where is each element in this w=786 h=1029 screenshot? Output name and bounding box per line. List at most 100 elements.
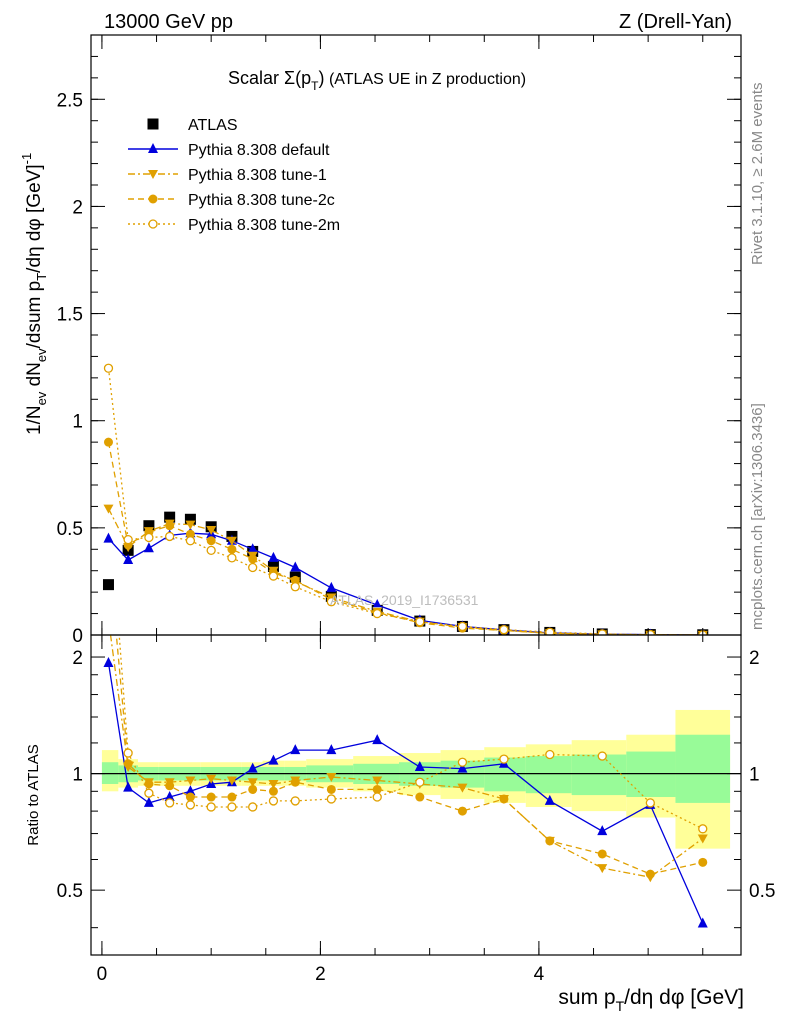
point-pythia-8-308-tune-2c [227,544,237,554]
ratio-point-pythia-8-308-tune-1 [268,779,279,789]
ratio-point-pythia-8-308-tune-2c [698,857,708,867]
point-pythia-8-308-tune-1 [226,536,237,546]
rivet-label: Rivet 3.1.10, ≥ 2.6M events [749,83,766,266]
ratio-point-pythia-8-308-default [143,796,154,807]
ratio-point-pythia-8-308-tune-2m [597,751,607,761]
ratio-ytick-label: 0.5 [57,881,83,902]
point-pythia-8-308-tune-2c [185,529,195,539]
ratio-point-pythia-8-308-tune-2c [290,777,300,787]
main-ytick-label: 0 [72,626,83,647]
point-pythia-8-308-tune-2m [326,597,336,607]
ratio-ytick-label: 1 [72,765,83,786]
point-atlas [184,513,196,525]
ratio-point-pythia-8-308-default [544,794,555,805]
ratio-point-pythia-8-308-tune-2m [645,798,655,808]
ratio-point-pythia-8-308-default [457,762,468,773]
main-panel: 0 0.5 1 1.5 2 2.5 Scalar Σ(pT) (ATLAS UE in Z… [19,34,742,647]
ratio-frame [90,634,742,956]
ratio-point-pythia-8-308-tune-2m [165,798,175,808]
ratio-point-pythia-8-308-tune-1 [372,776,383,786]
legend-label-pythia-8-308-tune-2m: Pythia 8.308 tune-2m [188,217,340,234]
ratio-panel: 0.5 0.51 12 20 2 4 Ratio to ATLAS sum pT/dη d… [25,489,775,1014]
point-pythia-8-308-tune-2c [103,437,113,447]
mcplots-label: mcplots.cern.ch [arXiv:1306.3436] [749,403,766,630]
ratio-point-pythia-8-308-tune-2m [268,796,279,806]
ratio-point-pythia-8-308-tune-1 [597,864,608,874]
point-pythia-8-308-default [268,551,279,562]
ratio-point-pythia-8-308-tune-1 [697,834,708,844]
point-pythia-8-308-tune-2m [499,624,509,635]
point-pythia-8-308-tune-2c [165,521,175,531]
main-ytick-label: 1.5 [57,305,83,326]
ratio-point-pythia-8-308-tune-2c [227,792,237,802]
point-pythia-8-308-tune-2m [457,621,468,632]
ratio-xtick-label: 0 [97,964,108,985]
point-atlas [164,511,176,523]
ratio-point-pythia-8-308-tune-1 [457,783,468,793]
ratio-point-pythia-8-308-tune-2m [206,802,216,812]
header-left: 13000 GeV pp [104,11,233,33]
ratio-point-pythia-8-308-tune-2c [185,792,195,802]
point-pythia-8-308-tune-2m [165,531,175,542]
ratio-point-pythia-8-308-tune-1 [247,778,258,788]
ratio-point-pythia-8-308-default [185,785,196,796]
ratio-point-pythia-8-308-tune-2c [597,849,607,859]
main-ytick-label: 1 [72,412,83,433]
ratio-ylabel: Ratio to ATLAS [25,744,42,845]
ratio-point-pythia-8-308-tune-1 [226,776,237,786]
ratio-point-pythia-8-308-default [123,781,134,792]
ratio-point-pythia-8-308-default [103,657,114,668]
ratio-point-pythia-8-308-default [164,791,175,802]
ratio-point-pythia-8-308-tune-2m [326,794,336,804]
point-pythia-8-308-default [372,599,383,609]
ratio-ytick-label-right: 2 [749,648,760,669]
point-pythia-8-308-tune-2m [290,582,300,592]
ratio-point-pythia-8-308-tune-2m [545,749,555,760]
point-pythia-8-308-tune-1 [206,526,217,535]
point-pythia-8-308-default [247,543,258,554]
ratio-point-pythia-8-308-tune-1 [185,776,196,786]
point-pythia-8-308-tune-2m [103,363,114,373]
point-pythia-8-308-tune-2m [248,562,258,573]
point-pythia-8-308-tune-2m [227,553,237,563]
ratio-point-pythia-8-308-tune-2m [457,757,468,767]
point-pythia-8-308-default [143,542,154,553]
band-inner [571,754,627,796]
point-pythia-8-308-tune-2m [597,629,607,635]
main-ytick-label: 2.5 [57,90,83,111]
point-pythia-8-308-tune-2m [545,627,555,635]
point-atlas [143,520,155,532]
legend-label-atlas: ATLAS [188,117,238,134]
ratio-point-pythia-8-308-tune-1 [103,616,113,625]
header-right: Z (Drell-Yan) [619,11,732,33]
ratio-point-pythia-8-308-tune-2c [206,792,216,802]
ratio-point-pythia-8-308-tune-2c [457,806,467,816]
ratio-point-pythia-8-308-tune-2c [645,869,655,879]
point-pythia-8-308-tune-2m [123,534,133,545]
point-atlas [267,560,279,572]
ratio-point-pythia-8-308-tune-2m [104,489,112,497]
ratio-point-pythia-8-308-tune-2c [372,784,382,794]
point-pythia-8-308-tune-2m [185,536,196,546]
x-axis-label: sum pT/dη dφ [GeV] [558,986,744,1014]
ratio-point-pythia-8-308-default [290,744,301,755]
ratio-point-pythia-8-308-tune-2m [290,796,300,806]
point-pythia-8-308-tune-2c [290,575,300,585]
ratio-point-pythia-8-308-tune-2c [499,794,509,804]
legend-marker-pythia-8-308-tune-1 [148,170,158,179]
legend-label-pythia-8-308-default: Pythia 8.308 default [188,142,330,159]
legend-label-pythia-8-308-tune-1: Pythia 8.308 tune-1 [188,167,327,184]
ratio-point-pythia-8-308-tune-1 [326,772,337,782]
main-ylabel: 1/Nev dNev/dsum pT/dη dφ [GeV]-1 [19,153,49,435]
main-title: Scalar Σ(pT) (ATLAS UE in Z production) [228,68,526,93]
point-pythia-8-308-tune-1 [103,504,114,514]
ratio-point-pythia-8-308-tune-2c [144,779,154,789]
ratio-point-pythia-8-308-tune-2c [326,784,336,794]
legend-marker-pythia-8-308-default [148,143,158,153]
legend-label-pythia-8-308-tune-2c: Pythia 8.308 tune-2c [188,192,335,209]
point-pythia-8-308-tune-2m [144,532,154,543]
ratio-point-pythia-8-308-tune-1 [206,774,217,784]
ratio-point-pythia-8-308-tune-2m [185,800,196,810]
ratio-point-pythia-8-308-default [326,744,337,755]
